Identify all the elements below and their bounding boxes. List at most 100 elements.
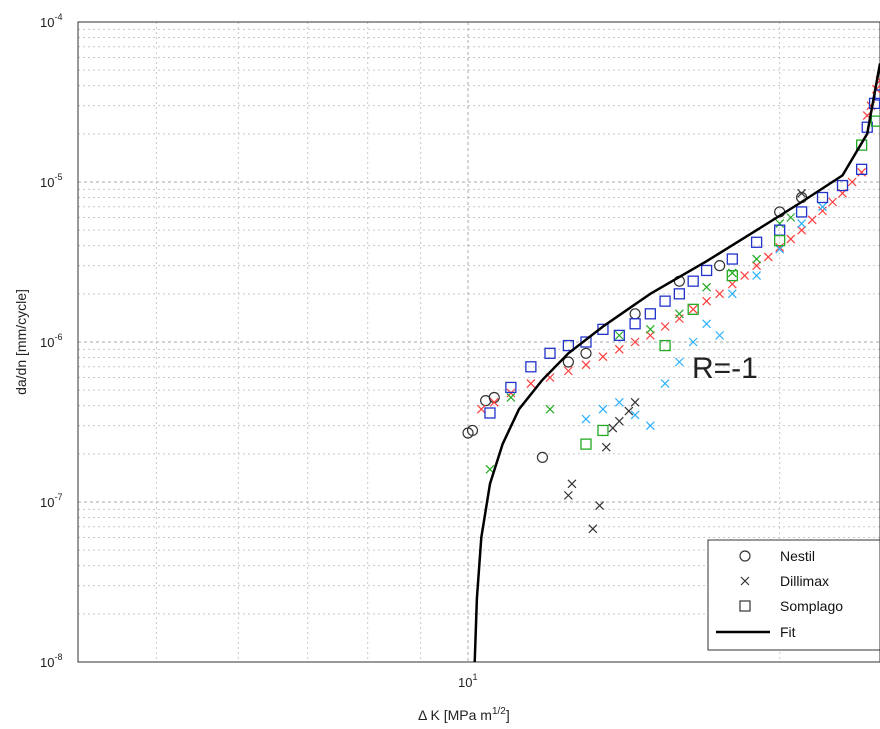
data-point-x xyxy=(727,279,737,289)
data-point-square xyxy=(613,329,625,342)
data-point-x xyxy=(797,225,807,235)
x-tick-exponent: 1 xyxy=(473,672,478,682)
x-tick-label: 101 xyxy=(458,672,477,690)
x-axis-label-sup: 1/2 xyxy=(492,706,506,717)
data-point-x xyxy=(581,414,591,424)
legend-nestil-marker xyxy=(739,550,751,562)
data-point-x xyxy=(828,197,838,207)
data-point-x xyxy=(775,219,785,228)
data-point-x xyxy=(702,296,712,306)
data-point-x xyxy=(598,404,608,414)
data-point-square xyxy=(687,303,699,315)
data-point-square xyxy=(774,234,786,247)
annotation-r-value: R=-1 xyxy=(692,352,758,385)
data-point-square xyxy=(659,339,671,352)
data-point-x xyxy=(797,188,807,198)
data-point-x xyxy=(807,215,817,225)
data-point-x xyxy=(614,330,624,340)
y-tick-label: 10-8 xyxy=(40,652,62,670)
data-point-circle xyxy=(714,260,726,272)
data-point-x xyxy=(598,352,608,362)
legend-dillimax-label: Dillimax xyxy=(780,573,829,589)
data-point-x xyxy=(630,410,640,420)
y-tick-exponent: -8 xyxy=(54,652,62,662)
legend-fit-label: Fit xyxy=(780,624,796,640)
data-point-circle xyxy=(562,356,574,368)
data-point-x xyxy=(702,282,712,292)
data-point-x xyxy=(688,304,698,314)
data-point-x xyxy=(601,442,611,452)
data-point-x xyxy=(702,319,712,329)
y-tick-label: 10-4 xyxy=(40,12,62,30)
data-point-x xyxy=(752,261,762,271)
data-point-x xyxy=(581,360,591,370)
data-point-x xyxy=(645,324,655,334)
data-point-x xyxy=(506,393,516,402)
data-point-x xyxy=(660,322,670,331)
series-dillimax-x xyxy=(485,213,796,474)
data-point-x xyxy=(752,254,762,264)
data-point-circle xyxy=(536,451,549,463)
y-tick-base: 10 xyxy=(40,335,54,350)
data-point-x xyxy=(775,244,785,254)
data-point-square xyxy=(700,264,713,277)
legend: Nestil Dillimax Somplago Fit xyxy=(707,539,880,651)
data-point-x xyxy=(688,337,698,347)
y-tick-base: 10 xyxy=(40,15,54,30)
data-point-x xyxy=(660,379,670,388)
data-point-square xyxy=(673,288,685,300)
y-tick-exponent: -6 xyxy=(54,332,62,342)
y-tick-base: 10 xyxy=(40,655,54,670)
data-point-x xyxy=(775,243,785,252)
data-point-x xyxy=(727,289,737,299)
data-point-x xyxy=(674,309,684,319)
data-point-x xyxy=(847,177,857,187)
data-point-square xyxy=(855,139,868,151)
data-point-square xyxy=(836,179,849,192)
data-series xyxy=(462,76,880,534)
y-tick-base: 10 xyxy=(40,175,54,190)
data-point-square xyxy=(644,308,656,320)
y-tick-exponent: -7 xyxy=(54,492,62,502)
data-point-x xyxy=(630,337,640,347)
legend-dillimax-marker xyxy=(740,576,750,586)
legend-somplago-marker xyxy=(739,600,751,612)
data-point-x xyxy=(545,404,555,414)
y-tick-label: 10-6 xyxy=(40,332,62,350)
data-point-circle xyxy=(466,424,479,437)
data-point-x xyxy=(624,406,634,416)
data-point-x xyxy=(715,330,725,340)
data-point-circle xyxy=(580,347,592,359)
y-tick-exponent: -4 xyxy=(54,12,62,22)
data-point-square xyxy=(750,236,763,248)
fit-curve-layer xyxy=(473,63,880,663)
data-point-x xyxy=(595,501,605,510)
x-axis-label: Δ K [MPa m1/2] xyxy=(418,706,510,723)
fit-curve xyxy=(473,63,880,663)
data-point-x xyxy=(588,524,598,534)
y-tick-exponent: -5 xyxy=(54,172,62,182)
data-point-square xyxy=(855,163,868,175)
y-tick-label: 10-7 xyxy=(40,492,62,510)
data-point-square xyxy=(795,206,808,218)
data-point-square xyxy=(484,407,496,419)
data-point-x xyxy=(563,490,573,500)
data-point-x xyxy=(645,421,655,431)
data-point-x xyxy=(567,479,577,489)
series-dillimax-x xyxy=(563,188,807,534)
data-point-x xyxy=(818,206,827,216)
y-axis-label: da/dn [mm/cycle] xyxy=(13,289,29,395)
data-point-square xyxy=(629,318,641,330)
data-point-x xyxy=(489,397,499,407)
grid xyxy=(78,22,880,663)
series-somplago-square xyxy=(580,115,880,450)
data-point-square xyxy=(597,424,609,437)
data-point-square xyxy=(726,269,738,282)
data-point-x xyxy=(715,289,725,299)
data-point-x xyxy=(818,202,827,212)
data-point-x xyxy=(563,366,573,376)
plot-area-frame xyxy=(77,21,880,663)
data-point-square xyxy=(562,339,575,352)
legend-somplago-label: Somplago xyxy=(780,598,843,614)
